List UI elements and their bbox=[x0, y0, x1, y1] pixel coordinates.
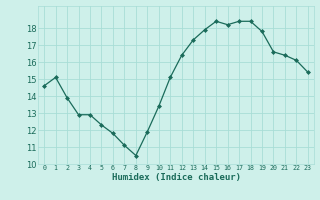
X-axis label: Humidex (Indice chaleur): Humidex (Indice chaleur) bbox=[111, 173, 241, 182]
